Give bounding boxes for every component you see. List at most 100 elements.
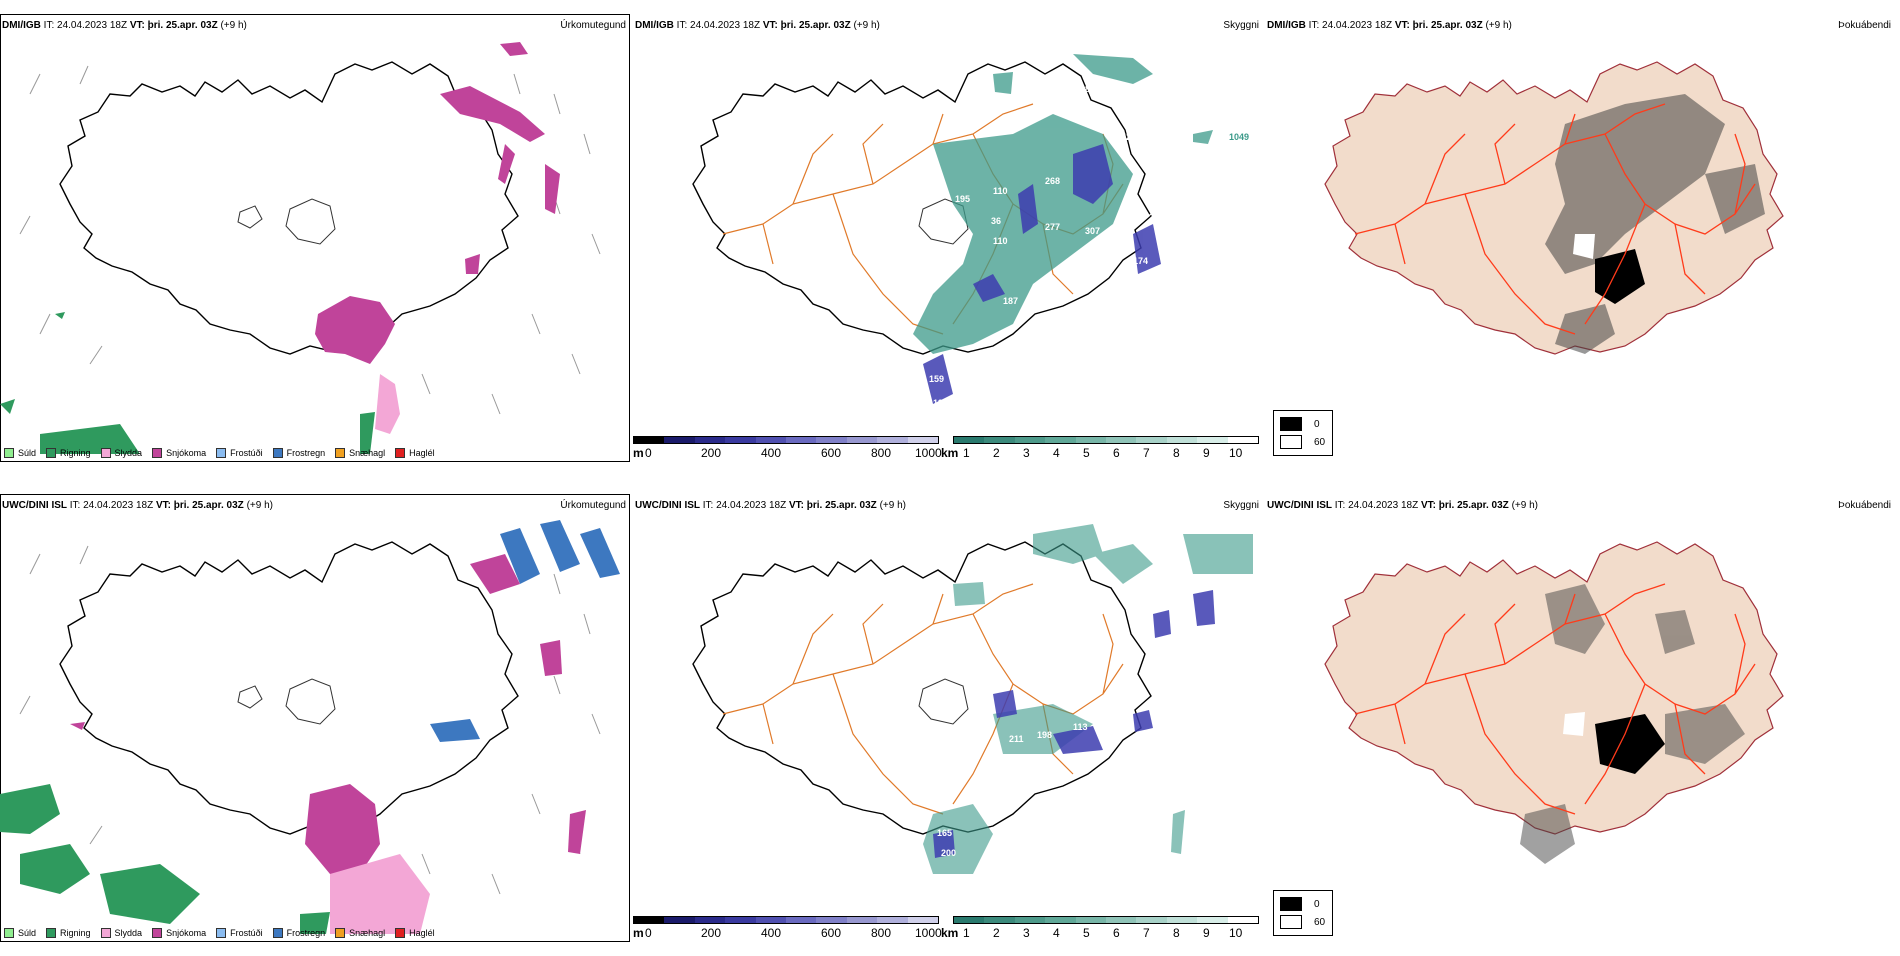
svg-text:187: 187	[1003, 296, 1018, 306]
low-cloud-areas	[933, 590, 1215, 858]
lead-time: (+9 h)	[246, 500, 273, 511]
model-name: UWC/DINI ISL	[2, 500, 67, 511]
legend-item: Haglél	[395, 928, 435, 938]
svg-text:138: 138	[1113, 272, 1128, 282]
svg-text:52: 52	[1121, 132, 1131, 142]
value-labels: 868 939 52 1049 195 110 36 110 268 277 3…	[929, 84, 1249, 408]
low-visibility-areas	[913, 54, 1213, 354]
snow-areas	[70, 554, 586, 874]
init-time: IT: 24.04.2023 18Z	[676, 20, 761, 31]
param-name: Þokuábendi	[1838, 500, 1891, 511]
svg-text:198: 198	[1037, 730, 1052, 740]
panel-dmi-fog: DMI/IGB IT: 24.04.2023 18Z VT: þri. 25.a…	[1265, 14, 1895, 474]
visibility-unit: km	[941, 446, 959, 460]
svg-text:218: 218	[989, 388, 1004, 398]
panel-dmi-precip: DMI/IGB IT: 24.04.2023 18Z VT: þri. 25.a…	[0, 14, 630, 474]
svg-text:277: 277	[1045, 222, 1060, 232]
param-name: Þokuábendi	[1838, 20, 1891, 31]
panel-uwc-fog: UWC/DINI ISL IT: 24.04.2023 18Z VT: þri.…	[1265, 494, 1895, 954]
svg-text:137: 137	[1103, 720, 1118, 730]
init-time: IT: 24.04.2023 18Z	[702, 500, 787, 511]
svg-text:268: 268	[1045, 176, 1060, 186]
roads	[722, 583, 1124, 815]
freezing-rain-areas	[430, 520, 620, 742]
init-time: IT: 24.04.2023 18Z	[43, 20, 128, 31]
svg-text:110: 110	[993, 236, 1008, 246]
legend-item: Súld	[4, 928, 36, 938]
legend-item: Súld	[4, 448, 36, 458]
panel-uwc-precip: UWC/DINI ISL IT: 24.04.2023 18Z VT: þri.…	[0, 494, 630, 954]
init-time: IT: 24.04.2023 18Z	[69, 500, 154, 511]
elevation-unit: m	[633, 446, 644, 460]
valid-time: VT: þri. 25.apr. 03Z	[1420, 500, 1509, 511]
visibility-unit: km	[941, 926, 959, 940]
legend-item: Slydda	[100, 448, 142, 458]
precip-legend: Súld Rigning Slydda Snjókoma Frostúði Fr…	[4, 926, 435, 940]
lead-time: (+9 h)	[879, 500, 906, 511]
cloud-legend: m 0 200 400 600 800 1000 km 1 2 3 4 5 6 …	[633, 436, 1263, 476]
fog-map	[1324, 61, 1784, 355]
legend-item: Snæhagl	[335, 928, 385, 938]
panel-uwc-visibility: UWC/DINI ISL IT: 24.04.2023 18Z VT: þri.…	[633, 494, 1263, 954]
init-time: IT: 24.04.2023 18Z	[1308, 20, 1393, 31]
precip-map	[0, 520, 620, 934]
coastline	[59, 61, 519, 355]
svg-text:121: 121	[1179, 620, 1194, 630]
svg-text:195: 195	[955, 194, 970, 204]
param-name: Úrkomutegund	[560, 500, 626, 511]
model-name: UWC/DINI ISL	[635, 500, 700, 511]
fog-legend: 0 60	[1273, 410, 1333, 456]
legend-item: Snæhagl	[335, 448, 385, 458]
model-name: DMI/IGB	[635, 20, 674, 31]
valid-time: VT: þri. 25.apr. 03Z	[1394, 20, 1483, 31]
svg-text:200: 200	[941, 848, 956, 858]
svg-text:868: 868	[1075, 84, 1090, 94]
panel-dmi-visibility: DMI/IGB IT: 24.04.2023 18Z VT: þri. 25.a…	[633, 14, 1263, 474]
legend-item: Rigning	[46, 928, 91, 938]
lead-time: (+9 h)	[853, 20, 880, 31]
visibility-colorbar	[953, 916, 1259, 924]
legend-item: Rigning	[46, 448, 91, 458]
panel-header: UWC/DINI ISL IT: 24.04.2023 18Z VT: þri.…	[635, 500, 906, 511]
fog-areas	[1545, 94, 1765, 354]
svg-text:300: 300	[987, 356, 1002, 366]
panel-header: DMI/IGB IT: 24.04.2023 18Z VT: þri. 25.a…	[1267, 20, 1512, 31]
precip-legend: Súld Rigning Slydda Snjókoma Frostúði Fr…	[4, 446, 435, 460]
elevation-unit: m	[633, 926, 644, 940]
elevation-colorbar	[633, 916, 939, 924]
legend-item: Snjókoma	[152, 928, 206, 938]
legend-item: Frostúði	[216, 448, 263, 458]
svg-text:110: 110	[993, 186, 1008, 196]
svg-text:159: 159	[929, 374, 944, 384]
elevation-colorbar	[633, 436, 939, 444]
legend-item: Slydda	[100, 928, 142, 938]
legend-item: Haglél	[395, 448, 435, 458]
param-name: Skyggni	[1223, 20, 1259, 31]
svg-text:174: 174	[1133, 256, 1148, 266]
fog-map	[1324, 541, 1784, 864]
panel-header: UWC/DINI ISL IT: 24.04.2023 18Z VT: þri.…	[1267, 500, 1538, 511]
legend-item: Frostregn	[272, 928, 325, 938]
low-cloud-areas	[923, 144, 1161, 404]
svg-text:113: 113	[1073, 722, 1088, 732]
valid-time: VT: þri. 25.apr. 03Z	[155, 500, 244, 511]
legend-item: Frostúði	[216, 928, 263, 938]
lead-time: (+9 h)	[220, 20, 247, 31]
svg-text:1049: 1049	[1229, 132, 1249, 142]
wind-barbs	[19, 545, 601, 895]
svg-text:36: 36	[991, 216, 1001, 226]
svg-text:307: 307	[1085, 226, 1100, 236]
model-name: UWC/DINI ISL	[1267, 500, 1332, 511]
svg-text:211: 211	[1009, 734, 1024, 744]
svg-text:106: 106	[1031, 686, 1046, 696]
valid-time: VT: þri. 25.apr. 03Z	[762, 20, 851, 31]
legend-item: Snjókoma	[152, 448, 206, 458]
model-name: DMI/IGB	[2, 20, 41, 31]
svg-text:286: 286	[1149, 212, 1164, 222]
panel-header: DMI/IGB IT: 24.04.2023 18Z VT: þri. 25.a…	[635, 20, 880, 31]
lead-time: (+9 h)	[1511, 500, 1538, 511]
visibility-colorbar	[953, 436, 1259, 444]
visibility-map: 868 939 52 1049 195 110 36 110 268 277 3…	[692, 54, 1249, 408]
fog-areas	[1520, 584, 1745, 864]
panel-header: DMI/IGB IT: 24.04.2023 18Z VT: þri. 25.a…	[2, 20, 247, 31]
